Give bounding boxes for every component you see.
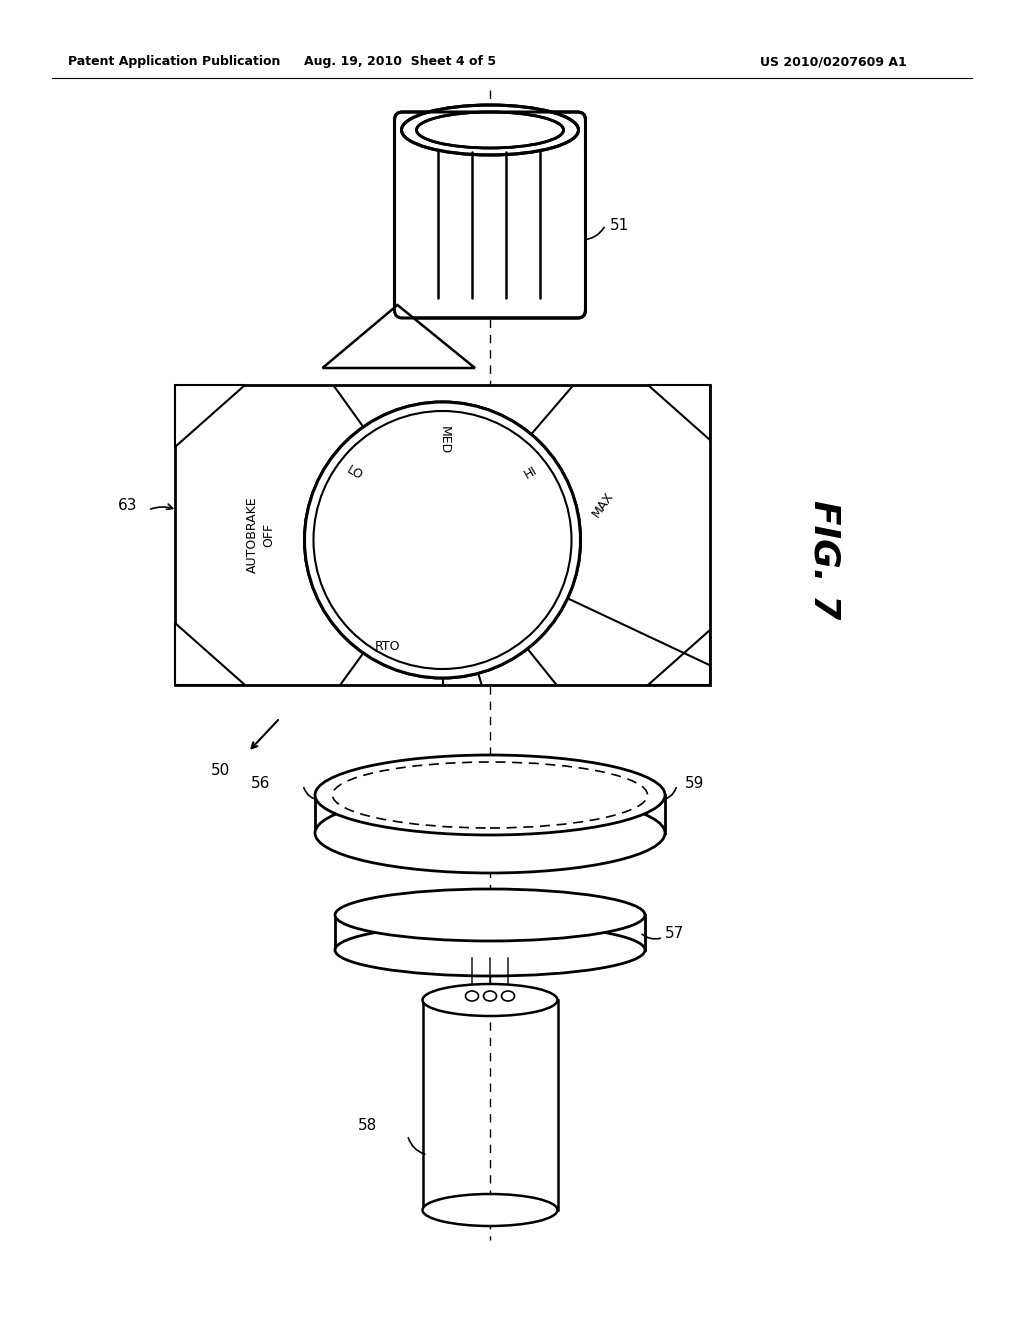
Text: LO: LO: [344, 463, 365, 483]
FancyBboxPatch shape: [394, 112, 586, 318]
Text: HI: HI: [521, 465, 540, 482]
Ellipse shape: [313, 411, 571, 669]
Bar: [175, 385, 710, 685]
Ellipse shape: [335, 924, 645, 975]
Ellipse shape: [423, 1195, 557, 1226]
Ellipse shape: [466, 991, 478, 1001]
Text: 58: 58: [358, 1118, 378, 1133]
Text: 56: 56: [251, 776, 270, 791]
Bar: [570, 150, 583, 300]
Bar: [397, 150, 410, 300]
Polygon shape: [175, 623, 245, 685]
Ellipse shape: [304, 403, 581, 678]
Text: 57: 57: [665, 925, 684, 940]
Text: 63: 63: [118, 498, 137, 513]
Text: RTO: RTO: [375, 640, 400, 653]
Ellipse shape: [313, 411, 571, 669]
Ellipse shape: [483, 991, 497, 1001]
Ellipse shape: [502, 991, 514, 1001]
Text: 50: 50: [210, 763, 229, 777]
Polygon shape: [648, 385, 710, 440]
Ellipse shape: [315, 793, 665, 873]
Text: MED: MED: [438, 426, 451, 454]
Polygon shape: [175, 385, 245, 447]
Ellipse shape: [304, 403, 581, 678]
Text: FIG. 7: FIG. 7: [808, 500, 842, 619]
Text: US 2010/0207609 A1: US 2010/0207609 A1: [760, 55, 906, 69]
Text: Aug. 19, 2010  Sheet 4 of 5: Aug. 19, 2010 Sheet 4 of 5: [304, 55, 496, 69]
Text: Patent Application Publication: Patent Application Publication: [68, 55, 281, 69]
Polygon shape: [648, 630, 710, 685]
Ellipse shape: [335, 888, 645, 941]
Text: 51: 51: [609, 218, 629, 232]
Ellipse shape: [423, 983, 557, 1016]
Ellipse shape: [315, 755, 665, 836]
Text: AUTOBRAKE
OFF: AUTOBRAKE OFF: [246, 496, 275, 573]
Polygon shape: [323, 305, 475, 368]
Ellipse shape: [401, 106, 579, 154]
Text: 59: 59: [685, 776, 705, 791]
Ellipse shape: [401, 106, 579, 154]
Ellipse shape: [333, 762, 647, 828]
Text: MAX: MAX: [589, 490, 615, 520]
Ellipse shape: [417, 112, 563, 148]
